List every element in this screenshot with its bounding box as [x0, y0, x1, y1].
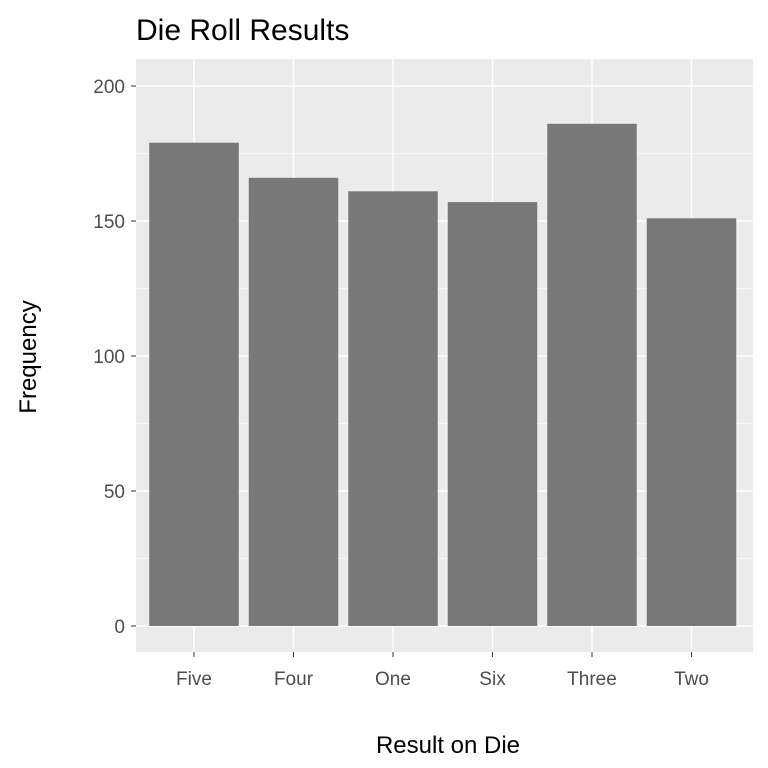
x-tick-label-five: Five [176, 669, 212, 690]
y-tick-label: 200 [93, 77, 125, 98]
x-axis-title: Result on Die [376, 732, 520, 759]
x-tick-label-three: Three [567, 669, 617, 690]
y-axis-title: Frequency [15, 300, 42, 413]
y-tick-label: 150 [93, 212, 125, 233]
bar-four [248, 177, 339, 627]
bar-five [149, 142, 239, 626]
x-tick-label-four: Four [274, 669, 314, 690]
chart-title: Die Roll Results [136, 14, 349, 47]
x-axis-ticks: Five Four One Six Three Two [176, 652, 709, 690]
bar-three [547, 123, 637, 627]
y-axis-ticks: 0 50 100 150 200 [93, 77, 136, 638]
bar-six [447, 202, 538, 626]
bar-two [646, 218, 737, 627]
x-tick-label-two: Two [674, 669, 709, 690]
y-tick-label: 0 [114, 617, 125, 638]
x-tick-label-one: One [375, 669, 411, 690]
x-tick-label-six: Six [479, 669, 506, 690]
bars-group [149, 123, 737, 627]
y-tick-label: 100 [93, 347, 125, 368]
y-tick-label: 50 [104, 482, 125, 503]
bar-one [348, 191, 438, 627]
